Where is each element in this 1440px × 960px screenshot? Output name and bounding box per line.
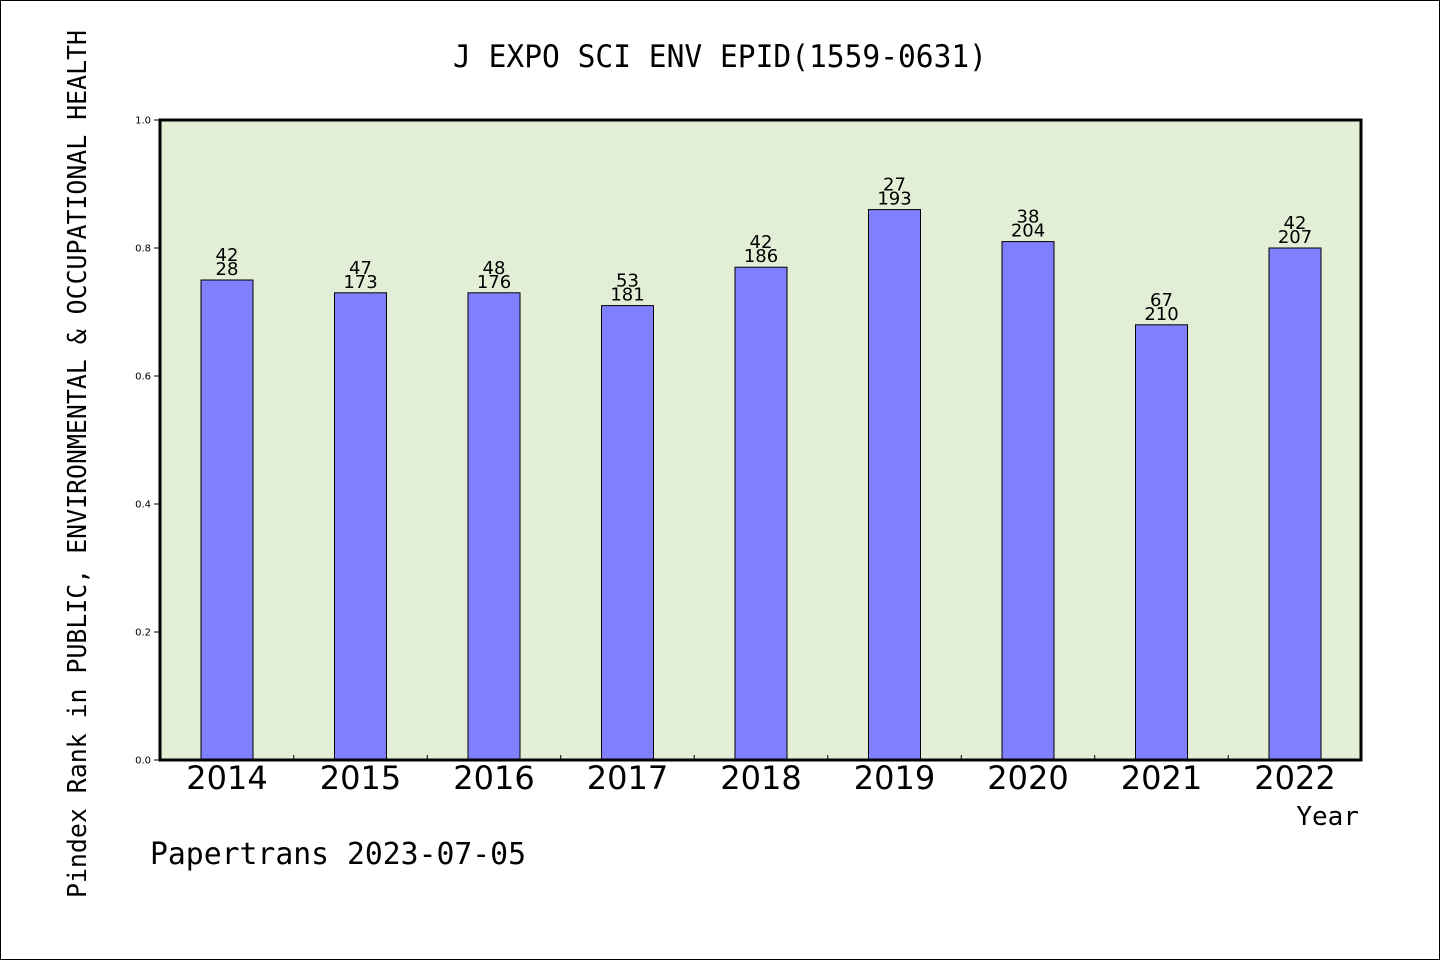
- plot-border: [158, 118, 1363, 762]
- bar-2021: [1135, 324, 1188, 761]
- x-tick-label: 2021: [1121, 759, 1202, 797]
- x-tick-label: 2020: [987, 759, 1068, 797]
- bar-2016: [467, 292, 521, 761]
- bar-label-top: 67: [1150, 290, 1173, 311]
- bar-label-top: 48: [483, 258, 506, 279]
- bar-label-top: 38: [1017, 207, 1040, 228]
- bar-label-bottom: 186: [744, 246, 778, 267]
- bar-label-top: 27: [883, 175, 906, 196]
- bar-2020: [1001, 241, 1055, 761]
- bar-label-top: 42: [216, 245, 239, 266]
- y-axis-label: Pindex Rank in PUBLIC, ENVIRONMENTAL & O…: [63, 30, 93, 898]
- y-tick-label: 0.0: [135, 756, 151, 767]
- x-tick-label: 2017: [587, 759, 668, 797]
- y-tick-label: 0.4: [135, 500, 151, 511]
- y-tick-label: 1.0: [135, 116, 151, 127]
- x-tick-label: 2014: [186, 759, 267, 797]
- bar-2014: [200, 279, 254, 761]
- bar-label-bottom: 181: [610, 285, 644, 306]
- x-tick-label: 2016: [453, 759, 534, 797]
- bar-label-bottom: 204: [1011, 221, 1045, 242]
- y-tick-label: 0.2: [135, 628, 151, 639]
- x-axis-label: Year: [1296, 802, 1359, 832]
- bar-2015: [334, 292, 387, 761]
- x-tick-label: 2022: [1254, 759, 1335, 797]
- bar-label-top: 47: [349, 258, 372, 279]
- bar-2022: [1268, 247, 1322, 761]
- bar-label-bottom: 173: [343, 272, 377, 293]
- bar-label-top: 42: [750, 232, 773, 253]
- y-tick-label: 0.8: [135, 244, 151, 255]
- bar-label-bottom: 207: [1278, 227, 1312, 248]
- x-tick-label: 2019: [854, 759, 935, 797]
- bar-label-top: 53: [616, 271, 639, 292]
- bar-2018: [734, 266, 788, 761]
- bar-label-top: 42: [1284, 213, 1307, 234]
- x-tick-label: 2018: [720, 759, 801, 797]
- chart-title: J EXPO SCI ENV EPID(1559-0631): [453, 39, 987, 75]
- footer-credit: Papertrans 2023-07-05: [150, 837, 526, 872]
- y-tick-label: 0.6: [135, 372, 151, 383]
- x-tick-label: 2015: [320, 759, 401, 797]
- bar-2019: [868, 209, 921, 761]
- bar-label-bottom: 28: [216, 259, 239, 280]
- bar-label-bottom: 193: [877, 189, 911, 210]
- bar-2017: [601, 305, 654, 761]
- bar-label-bottom: 176: [477, 272, 511, 293]
- bar-label-bottom: 210: [1144, 304, 1178, 325]
